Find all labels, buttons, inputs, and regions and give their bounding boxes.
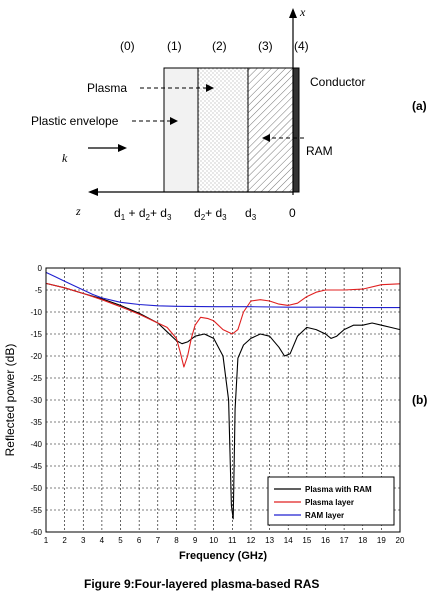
y-tick-label: -15 — [30, 330, 42, 339]
y-tick-label: -10 — [30, 308, 42, 317]
z-pos-d2-d3: d2+ d3 — [194, 206, 227, 222]
y-tick-label: -25 — [30, 374, 42, 383]
x-tick-label: 20 — [396, 536, 405, 545]
legend-label-ram-layer: RAM layer — [305, 511, 344, 520]
z-pos-0: 0 — [289, 206, 296, 220]
panel-label-b: (b) — [412, 393, 427, 407]
z-axis-label: z — [75, 204, 81, 218]
figure-caption: Figure 9:Four-layered plasma-based RAS — [84, 577, 319, 591]
y-axis-label: Reflected power (dB) — [3, 344, 17, 457]
plastic-envelope-pointer-arrowhead — [170, 117, 178, 125]
legend-label-plasma-layer: Plasma layer — [305, 498, 354, 507]
layer-4-conductor — [292, 67, 300, 193]
y-tick-label: -35 — [30, 418, 42, 427]
x-tick-label: 2 — [62, 536, 67, 545]
y-tick-label: -5 — [35, 286, 43, 295]
z-pos-d1-d2-d3: d1 + d2+ d3 — [114, 206, 172, 222]
x-tick-label: 5 — [118, 536, 123, 545]
layer-number-2: (2) — [212, 39, 227, 53]
x-tick-label: 8 — [174, 536, 179, 545]
x-tick-labels: 1 2 3 4 5 6 7 8 9 10 11 12 13 14 15 16 17 18 19 20 — [44, 536, 405, 545]
x-tick-label: 15 — [302, 536, 311, 545]
x-tick-label: 17 — [340, 536, 349, 545]
x-tick-label: 4 — [100, 536, 105, 545]
chart: 1 2 3 4 5 6 7 8 9 10 11 12 13 14 15 16 17 18 19 20 0-5-10-1… — [3, 264, 427, 562]
panel-label-a: (a) — [412, 99, 427, 113]
layer-number-1: (1) — [167, 39, 182, 53]
y-tick-label: -30 — [30, 396, 42, 405]
x-axis-label: x — [299, 5, 306, 19]
x-tick-label: 19 — [377, 536, 386, 545]
k-label: k — [62, 151, 68, 165]
layer-number-0: (0) — [120, 39, 135, 53]
series-lines — [45, 271, 401, 520]
x-tick-label: 6 — [137, 536, 142, 545]
y-tick-label: -40 — [30, 440, 42, 449]
layer-3-ram — [247, 67, 294, 193]
layer-diagram: x z (0) (1) (2) (3) (4) Plasma Plastic e… — [31, 5, 427, 222]
x-tick-label: 16 — [321, 536, 330, 545]
plasma-layer-line — [45, 282, 401, 368]
ram-pointer-arrowhead — [262, 134, 270, 142]
plasma-pointer-arrowhead — [206, 84, 214, 92]
plastic-envelope-label: Plastic envelope — [31, 114, 119, 128]
y-tick-label: -55 — [30, 506, 42, 515]
plot-frame — [45, 267, 401, 533]
x-tick-label: 1 — [44, 536, 49, 545]
legend-box — [267, 476, 395, 526]
y-tick-labels: 0 -5 -10 -15 -20 -25 -30 -35 -40 -45 -50 -55 -60 — [30, 264, 42, 537]
ram-label: RAM — [306, 144, 333, 158]
x-tick-label: 18 — [358, 536, 367, 545]
conductor-label: Conductor — [310, 75, 365, 89]
ram-layer-line — [45, 271, 400, 309]
plasma-label: Plasma — [87, 81, 127, 95]
layer-number-4: (4) — [294, 39, 309, 53]
x-axis-label-chart: Frequency (GHz) — [179, 550, 267, 562]
y-tick-label: -50 — [30, 484, 42, 493]
x-tick-label: 9 — [193, 536, 198, 545]
legend: Plasma with RAM Plasma layer RAM layer — [267, 476, 395, 526]
y-tick-label: -20 — [30, 352, 42, 361]
y-tick-label: -60 — [30, 528, 42, 537]
x-axis-arrowhead — [289, 8, 297, 18]
x-tick-label: 3 — [81, 536, 86, 545]
z-pos-d3: d3 — [245, 206, 257, 222]
layer-2-plasma — [197, 67, 249, 193]
x-tick-label: 11 — [228, 536, 237, 545]
z-axis-arrowhead — [88, 188, 98, 196]
layer-1-plastic-envelope — [163, 67, 199, 193]
x-tick-label: 13 — [265, 536, 274, 545]
plasma-with-ram-line — [45, 282, 401, 520]
layer-number-3: (3) — [258, 39, 273, 53]
x-tick-label: 7 — [156, 536, 161, 545]
x-tick-label: 12 — [246, 536, 255, 545]
x-tick-label: 14 — [284, 536, 293, 545]
y-tick-label: 0 — [38, 264, 43, 273]
legend-label-plasma-with-ram: Plasma with RAM — [305, 485, 372, 494]
k-arrowhead — [118, 144, 127, 152]
x-tick-label: 10 — [209, 536, 218, 545]
y-tick-label: -45 — [30, 462, 42, 471]
